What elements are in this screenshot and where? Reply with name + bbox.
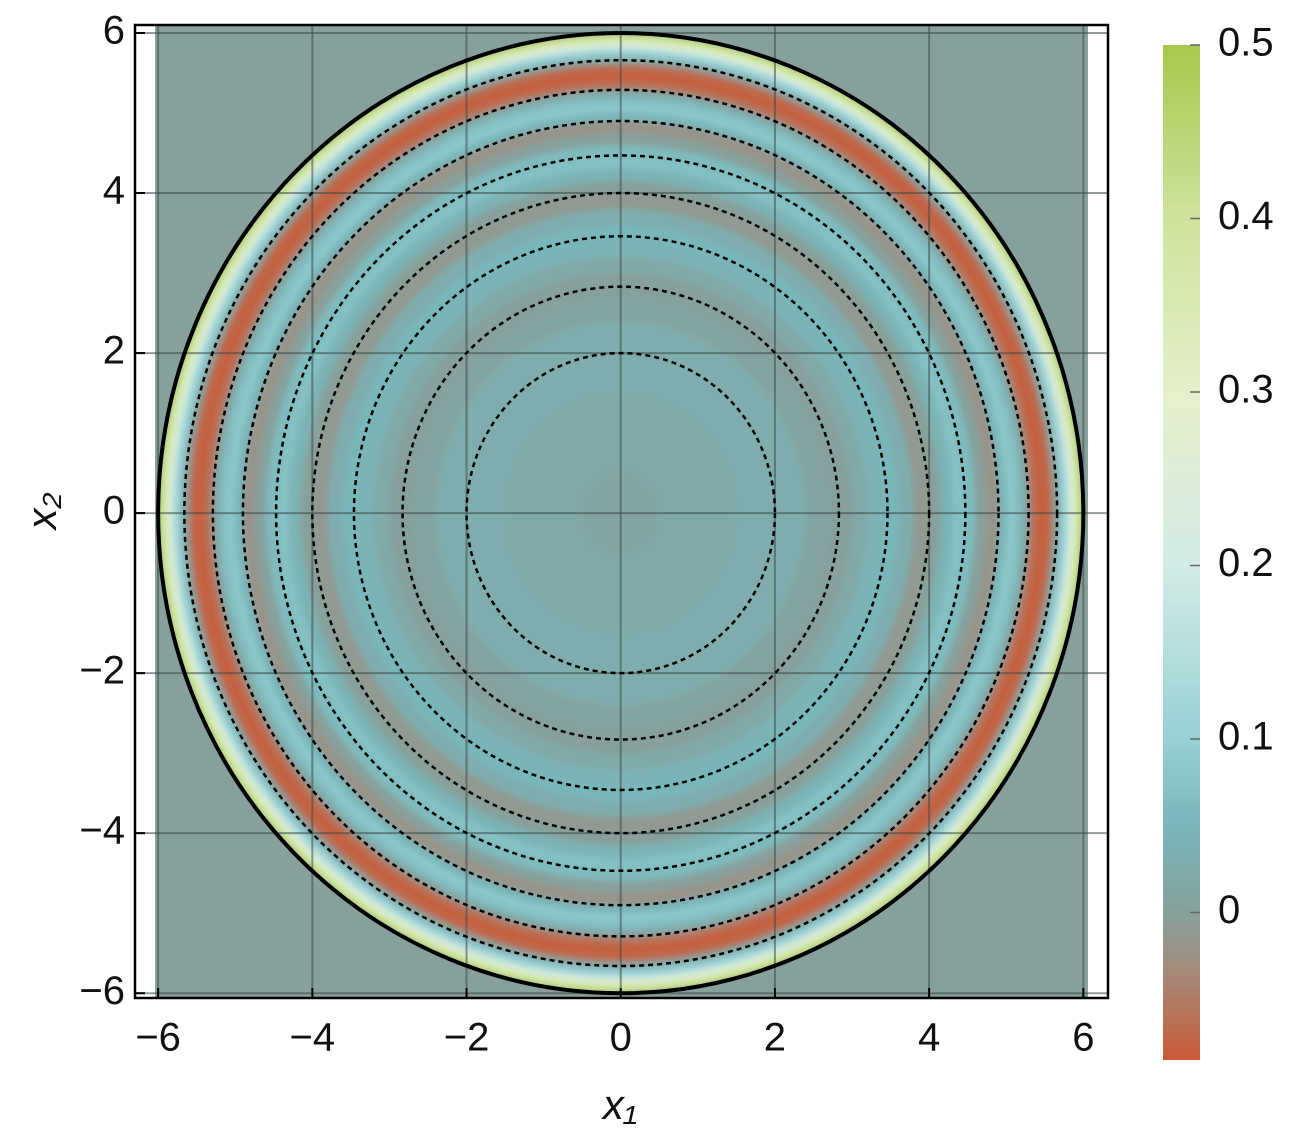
colorbar-tick-label: 0.2 (1218, 541, 1274, 585)
y-tick-label: −6 (79, 969, 125, 1013)
colorbar-tick-label: 0.3 (1218, 368, 1274, 412)
contour-circle (401, 285, 841, 741)
overlay: −6 −4 −2 0 2 4 6 −6 −4 −2 0 2 4 6 (79, 9, 1110, 1060)
contour-circle (211, 88, 1030, 938)
colorbar (1163, 45, 1200, 1060)
y-tick-label: −4 (79, 809, 125, 853)
x-tick-label: −2 (444, 1016, 490, 1060)
density-disk (158, 33, 1084, 994)
x-tick-label: 6 (1072, 1016, 1094, 1060)
contour-circle (352, 234, 889, 792)
x-axis-label: x₁ (601, 1081, 637, 1128)
x-tick-label: −6 (135, 1016, 181, 1060)
y-tick-label: 2 (103, 329, 125, 373)
x-tick-label: 4 (918, 1016, 940, 1060)
contour-circle (241, 119, 1000, 907)
contour-circle (274, 154, 967, 873)
y-axis-label: x₂ (18, 492, 65, 531)
contour-circle (465, 351, 777, 675)
colorbar-tick-label: 0.5 (1218, 21, 1274, 65)
y-tick-label: 4 (103, 169, 125, 213)
colorbar-tick-label: 0.4 (1218, 194, 1274, 238)
contour-circle (311, 191, 931, 835)
contour-circle (183, 58, 1059, 968)
colorbar-tick-label: 0.1 (1218, 715, 1274, 759)
x-tick-label: −4 (290, 1016, 336, 1060)
x-tick-label: 0 (610, 1016, 632, 1060)
y-tick-label: 6 (103, 9, 125, 53)
y-tick-label: −2 (79, 649, 125, 693)
x-tick-label: 2 (764, 1016, 786, 1060)
y-tick-label: 0 (103, 489, 125, 533)
colorbar-tick-label: 0 (1218, 888, 1240, 932)
